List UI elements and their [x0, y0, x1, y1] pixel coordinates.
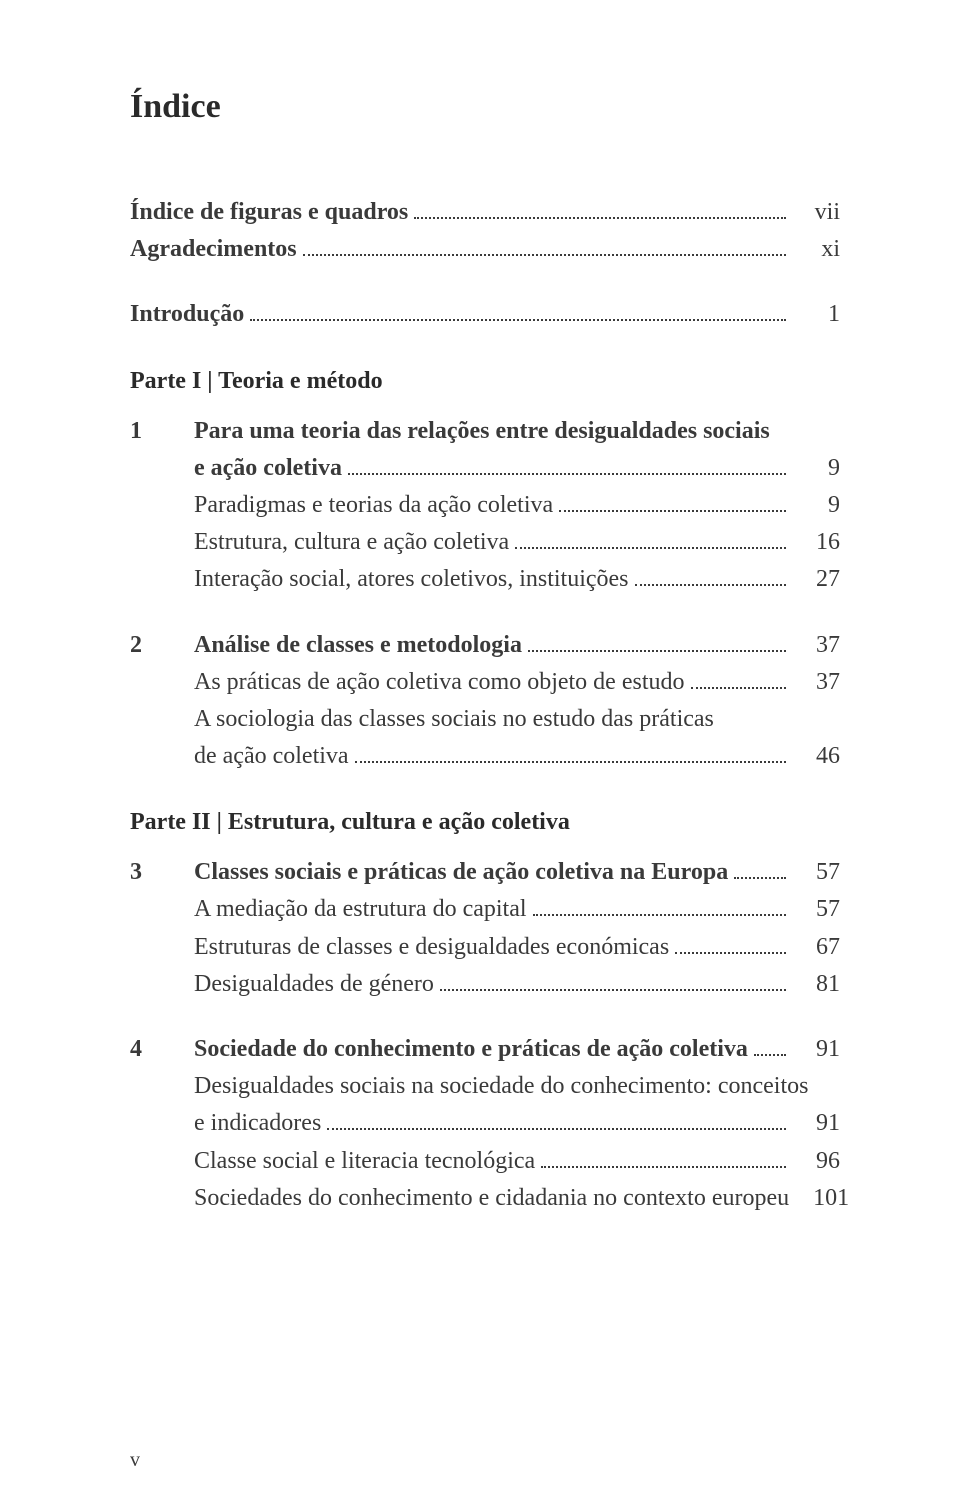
entry-page: 96: [792, 1143, 840, 1180]
toc-sub-cap2-b-line1: A sociologia das classes sociais no estu…: [130, 701, 840, 738]
toc-entry-cap4: 4 Sociedade do conhecimento e práticas d…: [130, 1031, 840, 1068]
entry-page: 27: [792, 561, 840, 598]
toc-entry-introducao: Introdução 1: [130, 296, 840, 333]
toc-sub-cap4-b: Classe social e literacia tecnológica 96: [130, 1143, 840, 1180]
entry-page: 57: [792, 854, 840, 891]
entry-page: 37: [792, 627, 840, 664]
leaders: [754, 1035, 786, 1056]
toc-entry-figuras: Índice de figuras e quadros vii: [130, 194, 840, 231]
entry-page: 57: [792, 891, 840, 928]
toc-entry-cap1-line2: e ação coletiva 9: [130, 450, 840, 487]
entry-page: 46: [792, 738, 840, 775]
entry-label: Agradecimentos: [130, 231, 297, 268]
entry-page: 81: [792, 966, 840, 1003]
entry-label: Desigualdades sociais na sociedade do co…: [194, 1068, 808, 1105]
entry-page: 9: [792, 450, 840, 487]
entry-label: Classes sociais e práticas de ação colet…: [194, 854, 728, 891]
leaders: [355, 742, 786, 763]
entry-page: 1: [792, 296, 840, 333]
entry-label: Para uma teoria das relações entre desig…: [194, 413, 770, 450]
entry-label: Sociedades do conhecimento e cidadania n…: [194, 1180, 789, 1217]
page: Índice Índice de figuras e quadros vii A…: [0, 0, 960, 1496]
entry-label-cont: e ação coletiva: [194, 450, 342, 487]
entry-page: 16: [792, 524, 840, 561]
page-title: Índice: [130, 88, 840, 126]
entry-label: Estrutura, cultura e ação coletiva: [194, 524, 509, 561]
toc-sub-cap4-a-line1: Desigualdades sociais na sociedade do co…: [130, 1068, 840, 1105]
toc-sub-cap2-b-line2: de ação coletiva 46: [130, 738, 840, 775]
chapter-number: 4: [130, 1031, 194, 1068]
entry-label: Classe social e literacia tecnológica: [194, 1143, 535, 1180]
entry-label: Sociedade do conhecimento e práticas de …: [194, 1031, 748, 1068]
chapter-number: 1: [130, 413, 194, 450]
leaders: [541, 1146, 786, 1167]
leaders: [528, 630, 786, 651]
toc-entry-cap3: 3 Classes sociais e práticas de ação col…: [130, 854, 840, 891]
toc-sub-cap4-a-line2: e indicadores 91: [130, 1105, 840, 1142]
leaders: [533, 895, 786, 916]
toc-entry-agradecimentos: Agradecimentos xi: [130, 231, 840, 268]
toc-sub-cap3-a: A mediação da estrutura do capital 57: [130, 891, 840, 928]
toc-entry-cap1: 1 Para uma teoria das relações entre des…: [130, 413, 840, 450]
leaders: [414, 198, 786, 219]
entry-label: Índice de figuras e quadros: [130, 194, 408, 231]
toc-entry-cap2: 2 Análise de classes e metodologia 37: [130, 627, 840, 664]
leaders: [691, 668, 787, 689]
leaders: [515, 528, 786, 549]
leaders: [250, 300, 786, 321]
leaders: [559, 491, 786, 512]
toc-sub-cap3-b: Estruturas de classes e desigualdades ec…: [130, 929, 840, 966]
toc-sub-cap3-c: Desigualdades de género 81: [130, 966, 840, 1003]
entry-label: As práticas de ação coletiva como objeto…: [194, 664, 685, 701]
toc-sub-cap1-a: Paradigmas e teorias da ação coletiva 9: [130, 487, 840, 524]
leaders: [675, 932, 786, 953]
entry-label: Introdução: [130, 296, 244, 333]
leaders: [440, 970, 786, 991]
leaders: [635, 565, 786, 586]
entry-label: Interação social, atores coletivos, inst…: [194, 561, 629, 598]
part-heading-2: Parte II | Estrutura, cultura e ação col…: [130, 809, 840, 836]
entry-page: 101: [801, 1180, 849, 1217]
leaders: [327, 1109, 786, 1130]
page-folio: v: [130, 1449, 140, 1472]
entry-label: Desigualdades de género: [194, 966, 434, 1003]
leaders: [348, 454, 786, 475]
entry-page: xi: [792, 231, 840, 268]
toc-sub-cap4-c: Sociedades do conhecimento e cidadania n…: [130, 1180, 840, 1217]
part-heading-1: Parte I | Teoria e método: [130, 368, 840, 395]
entry-label-cont: e indicadores: [194, 1105, 321, 1142]
entry-label: A sociologia das classes sociais no estu…: [194, 701, 714, 738]
entry-label-cont: de ação coletiva: [194, 738, 349, 775]
toc-sub-cap1-c: Interação social, atores coletivos, inst…: [130, 561, 840, 598]
entry-page: 91: [792, 1031, 840, 1068]
chapter-number: 2: [130, 627, 194, 664]
entry-page: 37: [792, 664, 840, 701]
entry-page: 9: [792, 487, 840, 524]
entry-label: Paradigmas e teorias da ação coletiva: [194, 487, 553, 524]
entry-page: 91: [792, 1105, 840, 1142]
leaders: [734, 858, 786, 879]
entry-label: Análise de classes e metodologia: [194, 627, 522, 664]
entry-label: Estruturas de classes e desigualdades ec…: [194, 929, 669, 966]
entry-page: 67: [792, 929, 840, 966]
toc-sub-cap1-b: Estrutura, cultura e ação coletiva 16: [130, 524, 840, 561]
toc-sub-cap2-a: As práticas de ação coletiva como objeto…: [130, 664, 840, 701]
entry-label: A mediação da estrutura do capital: [194, 891, 527, 928]
chapter-number: 3: [130, 854, 194, 891]
entry-page: vii: [792, 194, 840, 231]
leaders: [303, 235, 786, 256]
toc-content: Índice Índice de figuras e quadros vii A…: [130, 88, 840, 1217]
